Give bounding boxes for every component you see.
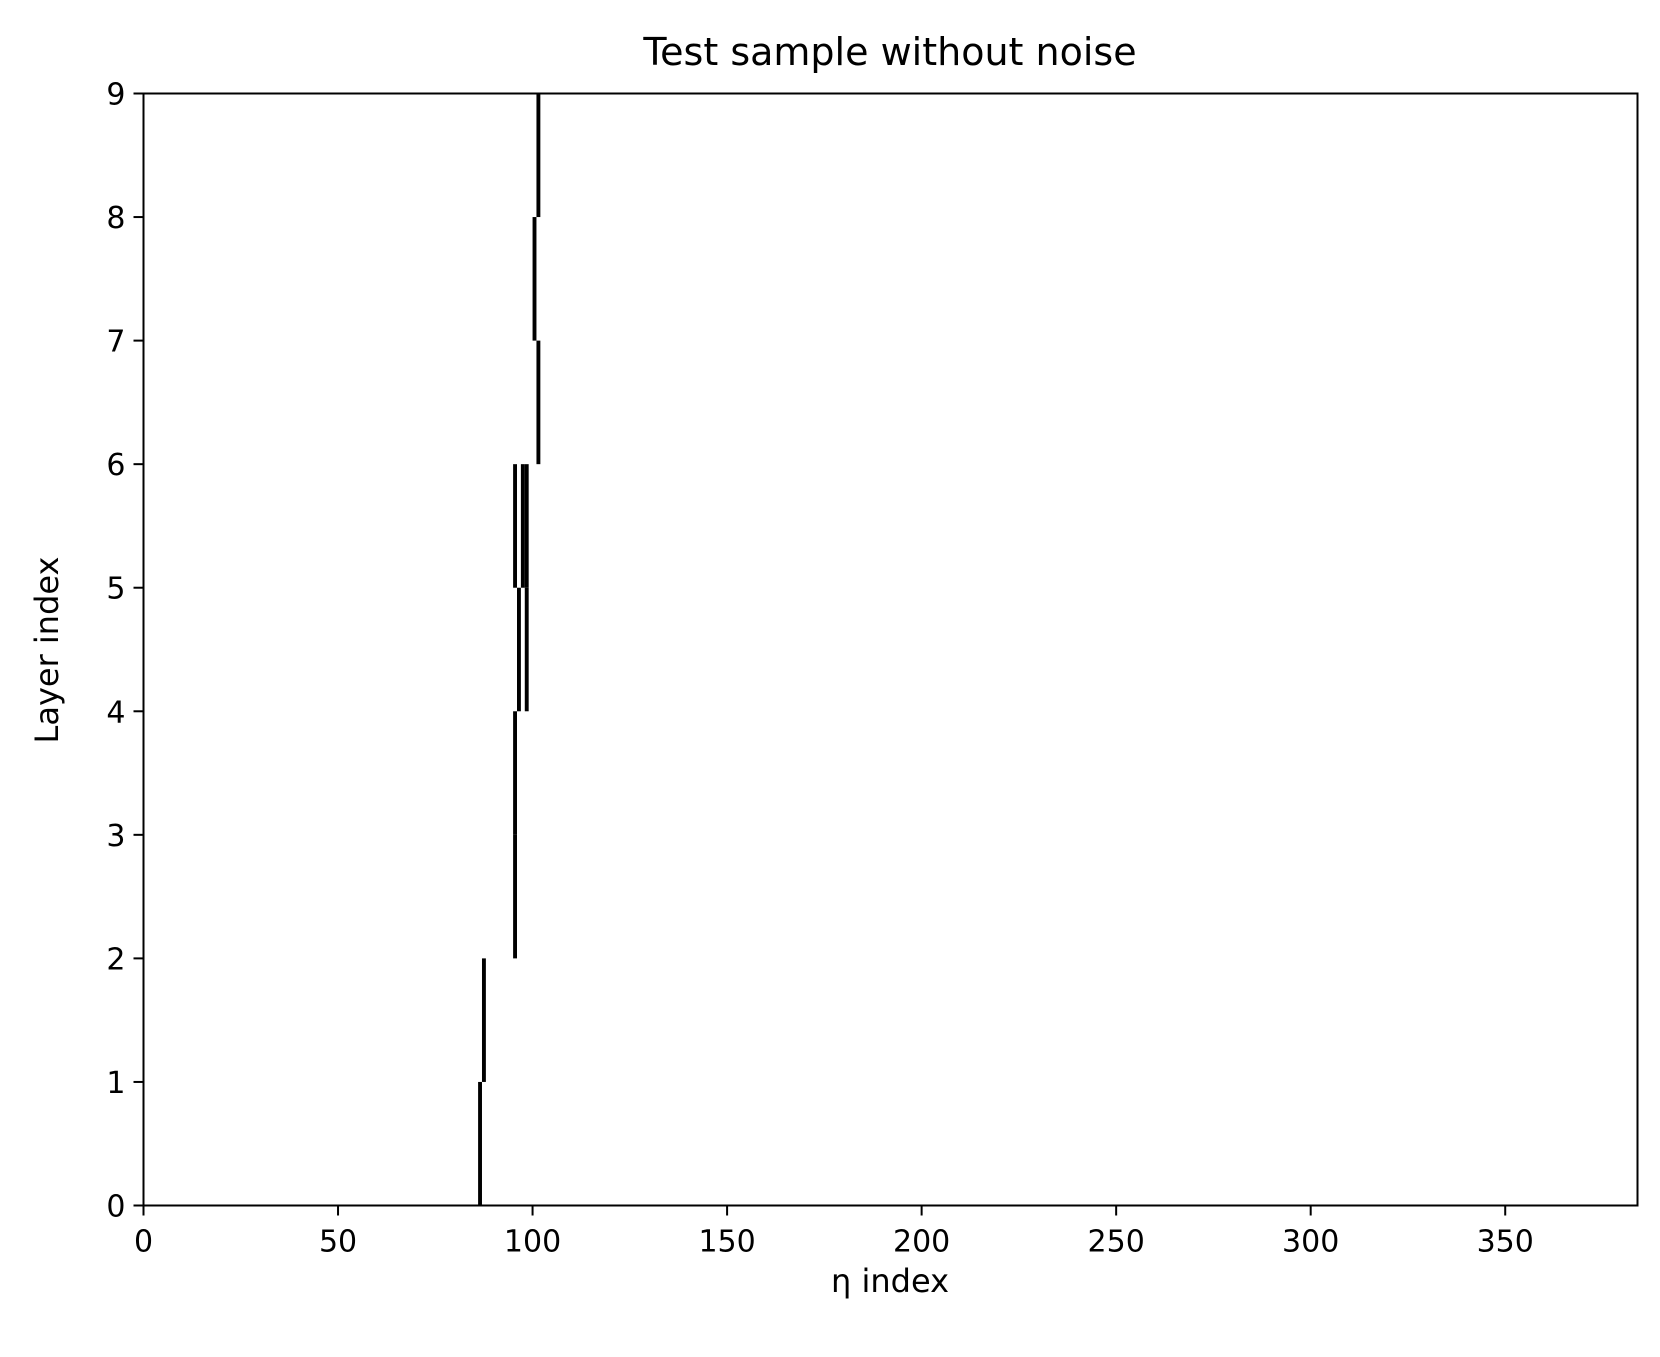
y-tick-label-5: 5 — [106, 572, 125, 607]
x-tick-label-250: 250 — [1088, 1225, 1145, 1260]
heatmap-cell-5 — [524, 587, 529, 712]
heatmap-cell-2 — [513, 834, 517, 959]
x-tick-label-0: 0 — [134, 1225, 153, 1260]
x-tick-label-350: 350 — [1477, 1225, 1534, 1260]
y-tick-label-7: 7 — [106, 325, 125, 360]
y-axis-ticks: 0 1 2 3 4 5 6 7 8 9 — [106, 78, 144, 1225]
y-tick-label-8: 8 — [106, 201, 125, 236]
heatmap-cell-1 — [481, 958, 486, 1082]
y-axis-label: Layer index — [28, 557, 66, 744]
y-tick-label-1: 1 — [106, 1066, 125, 1101]
y-tick-label-6: 6 — [106, 448, 125, 483]
y-tick-label-4: 4 — [106, 695, 125, 730]
y-tick-label-2: 2 — [106, 942, 125, 977]
heatmap-cell-6 — [513, 464, 517, 588]
x-axis-ticks: 0 50 100 150 200 250 300 350 — [134, 1205, 1534, 1260]
y-tick-label-9: 9 — [106, 78, 125, 113]
heatmap-cell-0 — [478, 1081, 482, 1206]
chart-title: Test sample without noise — [642, 30, 1136, 74]
x-tick-label-150: 150 — [698, 1225, 755, 1260]
heatmap-cell-3 — [513, 711, 517, 835]
x-axis-label: η index — [831, 1262, 949, 1300]
x-tick-label-200: 200 — [893, 1225, 950, 1260]
x-tick-label-300: 300 — [1282, 1225, 1339, 1260]
heatmap-cell-9 — [536, 340, 541, 465]
heatmap-cells — [478, 93, 541, 1206]
heatmap-cell-11 — [536, 93, 541, 218]
y-tick-label-0: 0 — [106, 1190, 125, 1225]
heatmap-cell-4 — [517, 587, 521, 712]
heatmap-cell-7 — [520, 464, 525, 588]
y-tick-label-3: 3 — [106, 819, 125, 854]
x-tick-label-100: 100 — [504, 1225, 561, 1260]
x-tick-label-50: 50 — [319, 1225, 357, 1260]
heatmap-cell-10 — [532, 217, 537, 341]
heatmap-cell-8 — [524, 464, 529, 588]
plot-area-frame — [142, 92, 1639, 1207]
